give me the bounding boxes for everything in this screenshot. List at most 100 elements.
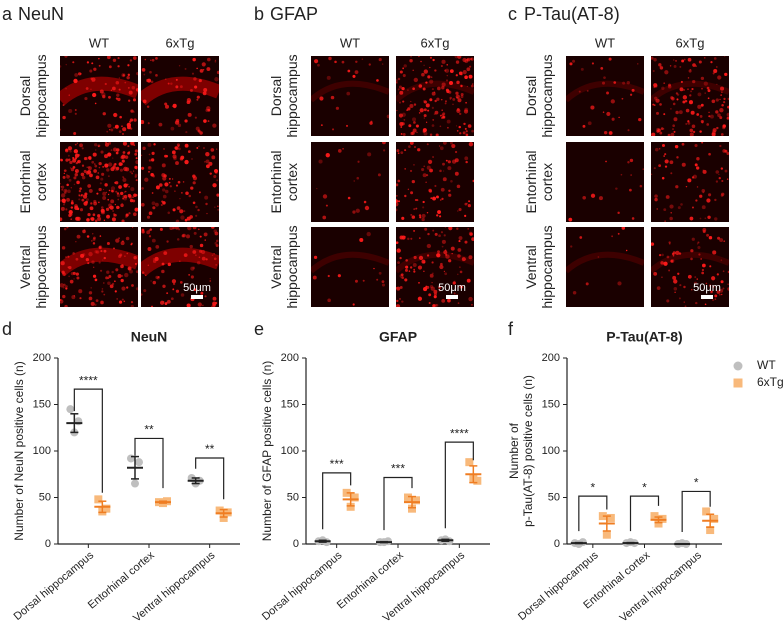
signal-dot <box>713 57 717 60</box>
signal-dot <box>126 252 129 255</box>
signal-dot <box>115 151 119 155</box>
signal-dot <box>68 175 70 177</box>
signal-dot <box>74 204 78 208</box>
signal-dot <box>714 294 718 298</box>
signal-dot <box>101 288 104 290</box>
signal-dot <box>706 123 710 126</box>
signal-dot <box>84 192 88 196</box>
row-label: Dorsalhippocampus <box>17 54 49 137</box>
signal-dot <box>164 102 168 106</box>
signal-dot <box>400 126 403 128</box>
signal-dot <box>701 121 704 124</box>
signal-dot <box>197 302 202 307</box>
signal-dot <box>713 68 718 73</box>
signal-dot <box>73 278 75 280</box>
signal-dot <box>430 286 435 291</box>
signal-dot <box>681 162 686 167</box>
signal-dot <box>100 250 103 253</box>
signal-dot <box>396 198 397 201</box>
signal-dot <box>116 192 120 195</box>
signal-dot <box>670 211 672 214</box>
signal-dot <box>128 99 131 102</box>
signal-dot <box>687 178 692 183</box>
signal-dot <box>199 68 204 73</box>
signal-dot <box>61 193 66 198</box>
signal-dot <box>147 264 150 267</box>
signal-dot <box>409 58 413 63</box>
significance-bracket <box>578 495 608 532</box>
signal-dot <box>114 203 117 206</box>
signal-dot <box>91 62 94 65</box>
signal-dot <box>114 280 116 283</box>
signal-dot <box>126 75 130 80</box>
signal-dot <box>697 92 702 97</box>
micrograph-signal <box>311 56 389 131</box>
signal-dot <box>90 88 92 91</box>
signal-dot <box>419 216 422 219</box>
signal-dot <box>88 188 93 193</box>
signal-dot <box>692 63 696 67</box>
signal-dot <box>727 270 729 274</box>
signal-dot <box>399 70 403 74</box>
signal-dot <box>693 281 698 285</box>
signal-dot <box>585 282 589 286</box>
signal-dot <box>128 185 130 188</box>
signal-dot <box>133 111 135 113</box>
signal-dot <box>468 74 473 79</box>
signal-dot <box>100 208 105 213</box>
signal-dot <box>460 84 463 88</box>
signal-dot <box>115 166 120 171</box>
signal-dot <box>68 210 73 215</box>
signal-dot <box>717 113 721 118</box>
micrograph-signal <box>60 56 138 136</box>
y-tick-label: 200 <box>33 352 51 364</box>
column-label: WT <box>340 35 360 50</box>
signal-dot <box>155 185 160 190</box>
signal-dot <box>84 96 88 101</box>
signal-dot <box>161 262 165 266</box>
signal-dot <box>670 172 673 175</box>
signal-dot <box>572 290 577 295</box>
significance-bracket <box>195 457 225 500</box>
signal-dot <box>171 105 174 107</box>
signal-dot <box>463 109 469 114</box>
significance-label: **** <box>450 426 469 440</box>
signal-dot <box>325 152 330 158</box>
signal-dot <box>422 128 427 133</box>
signal-dot <box>184 159 189 165</box>
signal-dot <box>701 271 705 275</box>
signal-dot <box>102 188 105 191</box>
signal-dot <box>706 198 711 203</box>
signal-dot <box>165 104 170 109</box>
signal-dot <box>85 87 89 90</box>
signal-dot <box>184 255 187 257</box>
signal-dot <box>664 153 667 156</box>
signal-dot <box>414 198 417 202</box>
signal-dot <box>206 106 211 111</box>
signal-dot <box>104 82 107 86</box>
signal-dot <box>125 236 130 241</box>
signal-dot <box>440 98 443 101</box>
signal-dot <box>109 284 114 289</box>
signal-dot <box>705 282 708 285</box>
signal-dot <box>396 248 401 253</box>
signal-dot <box>456 184 461 189</box>
signal-dot <box>64 189 67 192</box>
signal-dot <box>73 78 78 84</box>
signal-dot <box>118 185 122 189</box>
signal-dot <box>611 235 614 238</box>
signal-dot <box>172 208 176 212</box>
signal-dot <box>122 142 128 146</box>
signal-dot <box>185 234 191 239</box>
signal-dot <box>400 273 404 277</box>
signal-dot <box>75 161 79 165</box>
signal-dot <box>378 271 382 275</box>
y-tick-label: 100 <box>281 445 299 457</box>
signal-dot <box>60 199 62 202</box>
signal-dot <box>396 241 399 245</box>
signal-dot <box>692 79 696 84</box>
signal-dot <box>464 214 467 217</box>
signal-dot <box>205 164 210 169</box>
signal-dot <box>78 198 81 201</box>
signal-dot <box>687 77 690 79</box>
